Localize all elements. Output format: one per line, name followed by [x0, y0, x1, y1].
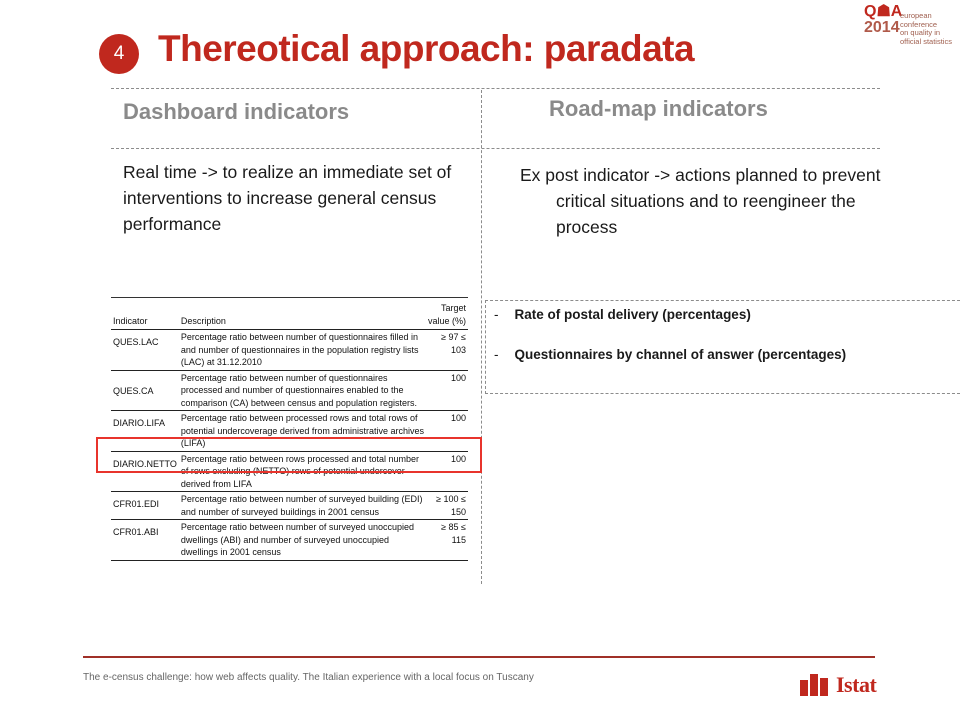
footer-text: The e-census challenge: how web affects …	[83, 672, 534, 683]
indicator-code: DIARIO.LIFA	[111, 410, 179, 452]
conference-logo: Q☗A 2014 european conference on quality …	[864, 3, 956, 46]
indicator-code: QUES.LAC	[111, 329, 179, 371]
column-header: Description	[178, 298, 426, 330]
table-row: CFR01.ABI Percentage ratio between numbe…	[111, 519, 468, 561]
divider-vertical	[481, 90, 482, 584]
dashboard-heading: Dashboard indicators	[123, 99, 350, 124]
indicator-target: ≥ 85 ≤ 115	[426, 519, 468, 561]
slide-number-badge: 4	[99, 34, 139, 74]
indicator-description: Percentage ratio between number of surve…	[178, 491, 426, 520]
roadmap-item-label: Questionnaires by channel of answer (per…	[514, 347, 847, 362]
column-header: Target value (%)	[426, 298, 468, 330]
indicator-table: Indicator Description Target value (%) Q…	[111, 298, 468, 561]
roadmap-item: - Rate of postal delivery (percentages)	[494, 307, 751, 322]
conference-year-mark: Q☗A 2014	[864, 3, 903, 36]
indicator-table-wrapper: Indicator Description Target value (%) Q…	[111, 297, 468, 561]
footer-rule	[83, 656, 875, 658]
highlight-box	[96, 437, 482, 473]
bullet: -	[494, 307, 499, 322]
divider-top	[111, 88, 880, 89]
indicator-target: ≥ 100 ≤ 150	[426, 491, 468, 520]
roadmap-item-label: Rate of postal delivery (percentages)	[514, 307, 751, 322]
bullet: -	[494, 347, 499, 362]
indicator-code: QUES.CA	[111, 370, 179, 411]
roadmap-indicator-box: - Rate of postal delivery (percentages) -…	[485, 300, 960, 394]
slide-title: Thereotical approach: paradata	[158, 28, 695, 69]
slide-number: 4	[113, 43, 125, 64]
roadmap-item: - Questionnaires by channel of answer (pe…	[494, 347, 846, 362]
conference-line: on quality in	[900, 28, 941, 37]
divider-heading	[111, 148, 880, 149]
indicator-code: CFR01.EDI	[111, 491, 179, 520]
conference-line: european conference	[900, 11, 938, 29]
table-header-row: Indicator Description Target value (%)	[111, 298, 468, 330]
roadmap-heading: Road-map indicators	[549, 96, 768, 121]
table-row: QUES.LAC Percentage ratio between number…	[111, 329, 468, 371]
indicator-description: Percentage ratio between number of quest…	[178, 329, 426, 371]
conference-line: official statistics	[900, 36, 952, 46]
indicator-target: ≥ 97 ≤ 103	[426, 329, 468, 371]
indicator-description: Percentage ratio between number of quest…	[178, 370, 426, 411]
conference-mark: Q☗A	[864, 3, 903, 20]
indicator-description: Percentage ratio between processed rows …	[178, 410, 426, 452]
istat-wordmark: Istat	[836, 672, 877, 697]
conference-text: european conference on quality in offici…	[900, 11, 956, 46]
indicator-description: Percentage ratio between number of surve…	[178, 519, 426, 561]
dashboard-text: Real time -> to realize an immediate set…	[123, 162, 452, 234]
roadmap-text: Ex post indicator -> actions planned to …	[520, 165, 881, 237]
istat-logo: Istat	[800, 672, 900, 698]
table-row: DIARIO.LIFA Percentage ratio between pro…	[111, 410, 468, 452]
column-header: Indicator	[111, 298, 179, 330]
indicator-target: 100	[426, 410, 468, 452]
conference-year: 2014	[864, 19, 900, 36]
table-row: CFR01.EDI Percentage ratio between numbe…	[111, 491, 468, 520]
indicator-code: CFR01.ABI	[111, 519, 179, 561]
indicator-target: 100	[426, 370, 468, 411]
istat-mark-icon	[800, 674, 828, 696]
table-row: QUES.CA Percentage ratio between number …	[111, 370, 468, 411]
